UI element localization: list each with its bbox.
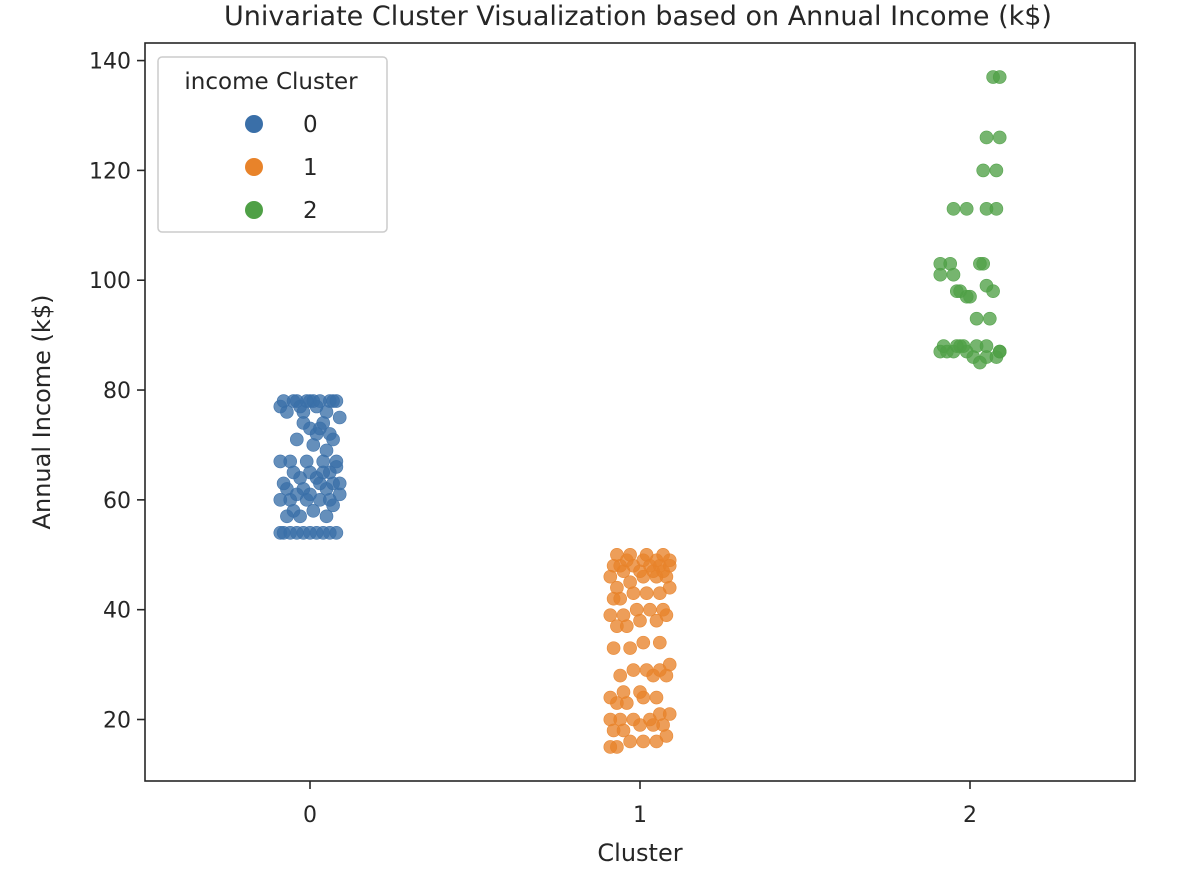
- data-point-cluster-0: [319, 443, 334, 458]
- data-point-cluster-0: [332, 476, 347, 491]
- data-point-cluster-2: [949, 284, 964, 298]
- data-point-cluster-0: [329, 526, 344, 540]
- data-point-cluster-1: [610, 740, 624, 754]
- legend-marker: [245, 115, 263, 133]
- legend-label: 1: [303, 155, 318, 181]
- data-point-cluster-1: [662, 558, 677, 573]
- data-point-cluster-1: [639, 586, 654, 601]
- chart-title: Univariate Cluster Visualization based o…: [224, 1, 1052, 32]
- data-point-cluster-1: [610, 547, 624, 562]
- data-point-cluster-2: [936, 339, 951, 353]
- data-point-cluster-0: [283, 454, 298, 469]
- data-point-cluster-2: [979, 130, 994, 145]
- data-point-cluster-0: [306, 504, 321, 518]
- data-point-cluster-1: [636, 635, 651, 650]
- data-point-cluster-2: [943, 256, 958, 271]
- x-axis-label: Cluster: [597, 839, 682, 867]
- data-point-cluster-0: [276, 394, 291, 408]
- data-point-cluster-1: [616, 608, 631, 622]
- data-point-cluster-1: [603, 608, 618, 622]
- y-axis-label: Annual Income (k$): [28, 295, 56, 530]
- data-point-cluster-2: [989, 202, 1004, 216]
- data-point-cluster-1: [662, 707, 677, 721]
- y-tick-label: 120: [89, 159, 131, 184]
- data-point-cluster-0: [329, 394, 344, 408]
- data-point-cluster-1: [616, 685, 631, 699]
- y-tick-label: 60: [103, 489, 131, 514]
- data-point-cluster-2: [992, 344, 1007, 359]
- y-axis: 20 40 60 80 100 120 140: [89, 50, 145, 734]
- x-tick-label: 2: [963, 803, 977, 828]
- data-point-cluster-1: [652, 635, 667, 650]
- data-point-cluster-0: [276, 476, 291, 491]
- data-point-cluster-2: [979, 339, 994, 353]
- legend: income Cluster 0 1 2: [157, 56, 388, 233]
- data-point-cluster-2: [949, 339, 964, 353]
- legend-frame: [157, 56, 388, 233]
- y-tick-label: 140: [89, 50, 131, 75]
- data-point-cluster-0: [313, 394, 327, 408]
- data-point-cluster-2: [963, 289, 977, 304]
- x-tick-label: 0: [303, 803, 317, 828]
- data-point-cluster-2: [992, 130, 1007, 145]
- data-point-cluster-2: [946, 202, 961, 216]
- data-point-cluster-1: [629, 602, 644, 617]
- data-point-cluster-1: [623, 641, 637, 655]
- data-point-cluster-1: [633, 685, 647, 699]
- y-tick-label: 40: [103, 599, 131, 624]
- data-point-cluster-1: [639, 663, 654, 677]
- data-point-cluster-1: [662, 657, 677, 672]
- data-point-cluster-0: [332, 410, 347, 425]
- data-point-cluster-2: [959, 202, 974, 216]
- data-point-cluster-1: [656, 547, 670, 562]
- data-point-cluster-0: [299, 394, 314, 408]
- data-point-cluster-1: [623, 575, 637, 590]
- data-point-cluster-1: [636, 734, 651, 749]
- data-point-cluster-0: [329, 454, 344, 469]
- y-tick-label: 20: [103, 709, 131, 734]
- y-tick-label: 80: [103, 379, 131, 404]
- legend-title: income Cluster: [184, 69, 358, 95]
- legend-marker: [245, 158, 263, 176]
- data-point-cluster-0: [319, 509, 334, 524]
- data-point-cluster-0: [299, 454, 314, 469]
- data-point-cluster-1: [623, 547, 637, 562]
- data-point-cluster-1: [606, 641, 621, 655]
- x-axis: 0 1 2: [303, 781, 977, 828]
- data-point-cluster-2: [979, 278, 994, 293]
- data-point-cluster-2: [982, 311, 997, 326]
- x-tick-label: 1: [633, 803, 647, 828]
- data-point-cluster-2: [976, 163, 991, 178]
- data-point-cluster-1: [613, 668, 628, 683]
- legend-marker: [245, 201, 263, 219]
- data-points: [273, 70, 1007, 754]
- legend-label: 0: [303, 112, 318, 138]
- data-point-cluster-1: [639, 547, 654, 562]
- data-point-cluster-1: [610, 580, 624, 595]
- data-point-cluster-1: [626, 712, 641, 727]
- data-point-cluster-1: [649, 690, 664, 705]
- y-tick-label: 100: [89, 269, 131, 294]
- data-point-cluster-1: [656, 602, 670, 617]
- data-point-cluster-1: [613, 712, 628, 727]
- data-point-cluster-2: [989, 163, 1004, 178]
- legend-label: 2: [303, 198, 318, 224]
- data-point-cluster-1: [643, 602, 657, 617]
- data-point-cluster-2: [969, 311, 984, 326]
- data-point-cluster-2: [973, 256, 987, 271]
- data-point-cluster-1: [626, 663, 641, 677]
- data-point-cluster-0: [289, 432, 304, 447]
- data-point-cluster-2: [992, 70, 1007, 84]
- data-point-cluster-1: [603, 690, 618, 705]
